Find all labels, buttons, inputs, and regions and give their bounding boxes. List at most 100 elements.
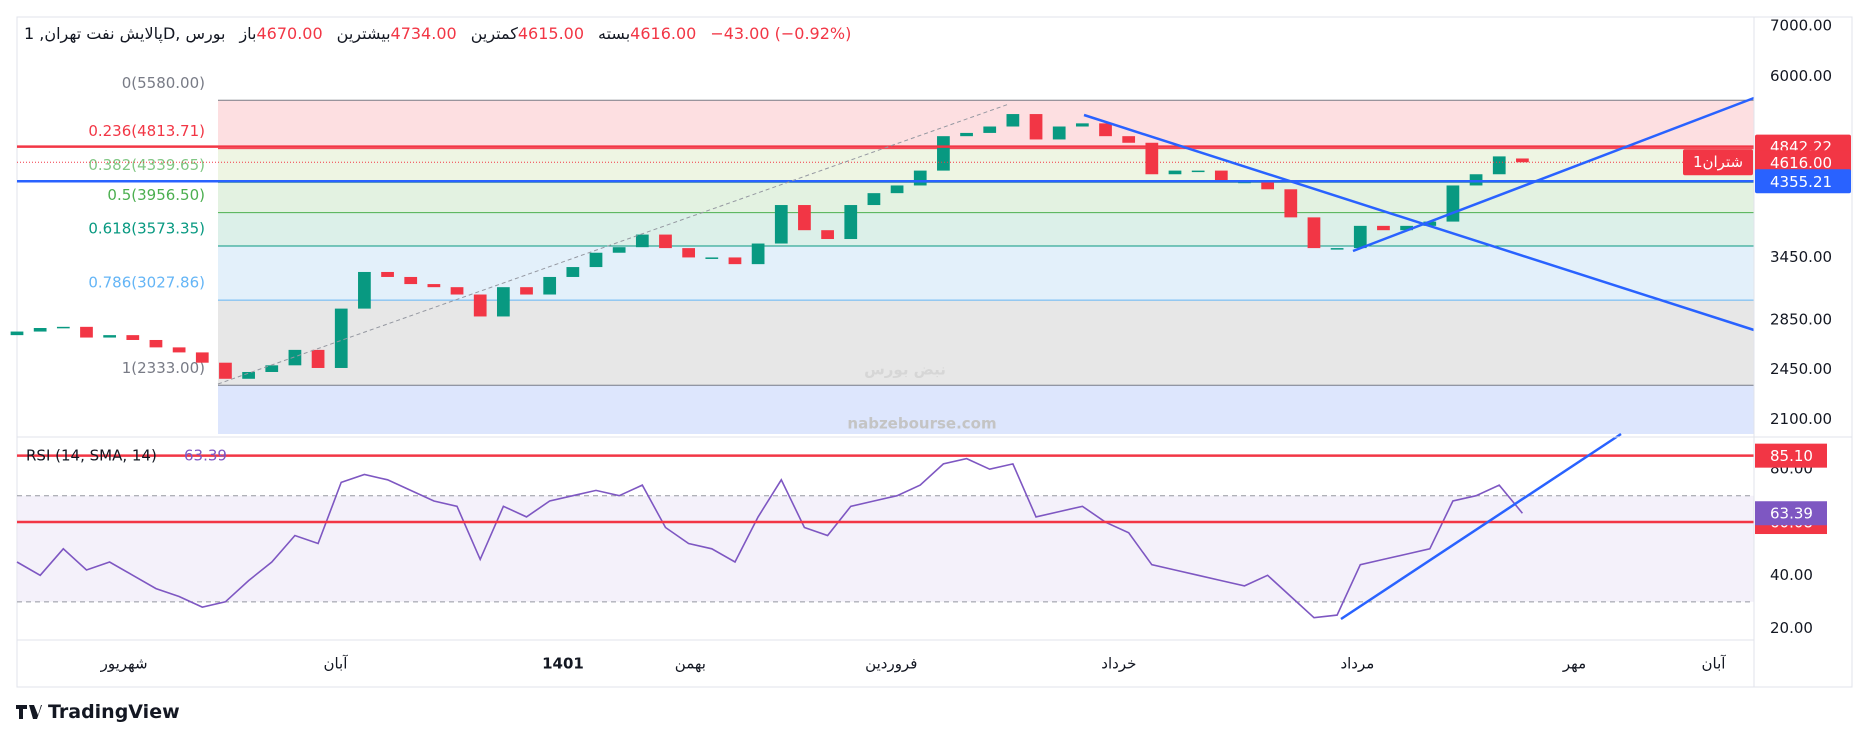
candle	[1400, 225, 1413, 231]
candle	[404, 276, 418, 285]
candle	[149, 339, 163, 348]
x-tick-label: 1401	[542, 655, 584, 673]
watermark-site: nabzebourse.com	[847, 415, 996, 433]
candle	[890, 185, 904, 194]
legend-value: 4734.00	[390, 24, 457, 43]
fib-label: 0.786(3027.86)	[88, 274, 205, 292]
candle	[844, 205, 858, 240]
candle	[1353, 225, 1367, 249]
price-tag	[1755, 150, 1851, 175]
candle	[473, 294, 487, 317]
candle	[288, 349, 302, 366]
candle	[566, 267, 580, 277]
y-tick-label: 40.00	[1770, 566, 1813, 584]
y-tick-label: 20.00	[1770, 619, 1813, 637]
fib-label: 0.236(4813.71)	[88, 122, 205, 140]
candle	[450, 287, 464, 295]
candle	[1168, 170, 1182, 175]
candle	[1261, 181, 1275, 190]
fib-zone	[218, 148, 1754, 183]
candle	[1284, 189, 1298, 218]
fib-zone	[218, 212, 1754, 246]
price-tag-label: 4355.21	[1770, 173, 1832, 191]
y-tick-label: 6000.00	[1770, 67, 1832, 85]
candle	[774, 205, 788, 244]
symbol-tag	[1683, 149, 1753, 176]
candle	[195, 352, 209, 363]
fib-zone	[218, 300, 1754, 386]
x-tick-label: شهریور	[100, 655, 148, 673]
rsi-value-tag	[1755, 501, 1827, 526]
candle	[172, 347, 186, 353]
legend: پالایش نفت تهران, 1D, بورس باز4670.00 بیش…	[24, 24, 851, 43]
y-tick-label: 2850.00	[1770, 310, 1832, 328]
candle	[56, 326, 70, 329]
rsi-level-label: 85.10	[1770, 447, 1813, 465]
candle	[960, 132, 973, 137]
x-tick-label: مرداد	[1340, 655, 1374, 673]
candle	[1446, 185, 1460, 222]
candle	[334, 308, 348, 368]
candle	[728, 257, 742, 265]
candle	[1145, 142, 1159, 175]
rsi-line	[16, 457, 1524, 619]
candle	[1006, 114, 1020, 127]
candle	[612, 247, 626, 253]
candle	[1029, 114, 1043, 140]
candle	[520, 287, 533, 295]
candle	[983, 126, 997, 133]
candle	[751, 243, 765, 265]
fib-label: 0.382(4339.65)	[88, 156, 205, 174]
candle	[1099, 123, 1112, 137]
x-tick-label: آبان	[323, 655, 348, 673]
candle	[381, 271, 394, 277]
candle	[635, 234, 649, 248]
brand-name: TradingView	[48, 701, 180, 723]
candle	[33, 328, 47, 332]
y-tick-label: 2450.00	[1770, 360, 1832, 378]
candle	[1423, 221, 1437, 226]
fib-label: 0.618(3573.35)	[88, 219, 205, 237]
candle	[1075, 123, 1089, 127]
candle	[1122, 136, 1136, 143]
rsi-value-tag-label: 63.39	[1770, 505, 1813, 523]
candle	[798, 205, 811, 231]
x-tick-label: فروردین	[865, 655, 917, 673]
candle	[1214, 170, 1228, 182]
legend-value: 4615.00	[517, 24, 585, 43]
candle	[913, 170, 927, 186]
rsi-title: RSI (14, SMA, 14)	[26, 447, 157, 465]
x-tick-label: مهر	[1562, 655, 1586, 673]
x-tick-label: خرداد	[1101, 655, 1136, 673]
legend-label: بسته	[598, 24, 631, 43]
candle	[242, 371, 255, 379]
rsi-band	[17, 495, 1754, 602]
price-tag-label: 4616.00	[1770, 154, 1832, 172]
candle	[659, 234, 672, 249]
x-tick-label: آبان	[1702, 655, 1727, 673]
price-tag	[1755, 169, 1851, 194]
candle	[1469, 174, 1483, 186]
brand-logo	[16, 705, 42, 719]
candle	[126, 335, 140, 340]
candle	[10, 331, 24, 336]
fib-label: 0(5580.00)	[122, 74, 205, 92]
y-tick-label: 7000.00	[1770, 17, 1832, 35]
fib-zone	[218, 245, 1754, 301]
legend-label: کمترین	[470, 24, 518, 43]
legend-item: بیشترین4734.00	[337, 24, 457, 43]
legend-value: 4670.00	[256, 24, 323, 43]
candle	[103, 335, 117, 338]
fib-zone	[218, 100, 1754, 149]
fib-zone	[218, 385, 1754, 434]
candle	[1191, 170, 1205, 173]
candle	[1307, 217, 1321, 249]
fib-zone	[218, 182, 1754, 213]
trend-line	[1340, 432, 1622, 621]
candle	[821, 230, 834, 240]
candle	[1516, 158, 1529, 163]
candle	[80, 326, 93, 338]
watermark-logo: نبض بورس	[864, 361, 946, 379]
